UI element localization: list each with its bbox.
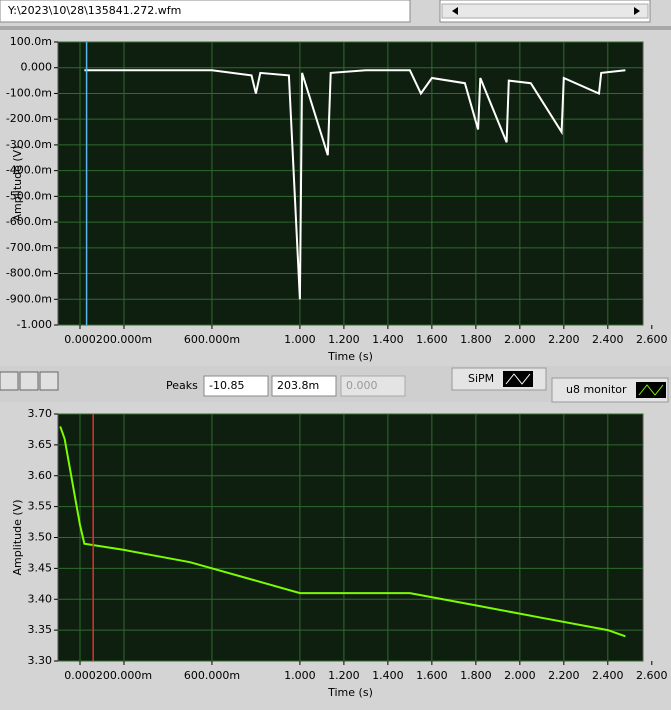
scrollbar[interactable] [441,3,649,19]
x-tick-label: 2.200 [548,669,580,682]
plot-icon-line [638,384,664,396]
y-axis-title: Amplitude (V) [11,500,24,576]
pan-tool[interactable] [39,371,59,391]
peak-field[interactable] [271,375,337,397]
x-tick-label: 2.600 [636,333,668,346]
y-tick-label: 3.60 [28,469,53,482]
x-tick-label: 1.400 [372,333,404,346]
y-tick-label: 3.40 [28,592,53,605]
x-axis-title: Time (s) [327,686,373,699]
file-path: Y:\2023\10\28\135841.272.wfm [7,4,181,17]
x-tick-label: 1.600 [416,669,448,682]
peaks-label: Peaks [166,379,198,392]
peak-field [340,375,406,397]
x-tick-label: 1.800 [460,669,492,682]
y-tick-label: -600.0m [6,215,52,228]
x-tick-label: 2.200 [548,333,580,346]
y-axis-title: Amplitude (V) [11,146,24,222]
y-tick-label: 3.45 [28,561,53,574]
y-tick-label: 3.65 [28,438,53,451]
plot-area [57,41,644,326]
y-tick-label: -300.0m [6,138,52,151]
y-tick-label: -400.0m [6,164,52,177]
x-tick-label: 600.000m [184,669,240,682]
plot-name: SiPM [468,372,494,385]
y-tick-label: -800.0m [6,267,52,280]
peak-value: -10.85 [209,379,244,392]
data-line [59,426,626,638]
scroll-left[interactable] [452,7,458,15]
y-tick-label: 0.000 [21,61,53,74]
x-tick-label: 200.000m [96,333,152,346]
peak-field[interactable] [203,375,269,397]
y-tick-label: -700.0m [6,241,52,254]
x-tick-label: 2.400 [592,669,624,682]
x-tick-label: 2.000 [504,333,536,346]
x-tick-label: 2.000 [504,669,536,682]
x-tick-label: 2.600 [636,669,668,682]
x-tick-label: 0.000 [64,669,96,682]
y-tick-label: 3.35 [28,623,53,636]
x-tick-label: 200.000m [96,669,152,682]
y-tick-label: -1.000 [17,318,52,331]
x-tick-label: 1.200 [328,333,360,346]
data-line [84,69,626,300]
plot-name: u8 monitor [566,383,627,396]
x-tick-label: 1.000 [284,333,316,346]
y-tick-label: 3.50 [28,531,53,544]
y-tick-label: -500.0m [6,189,52,202]
x-tick-label: 1.600 [416,333,448,346]
x-tick-label: 1.000 [284,669,316,682]
cursor-tool[interactable] [0,371,19,391]
peak-value: 203.8m [277,379,319,392]
x-axis-title: Time (s) [327,350,373,363]
path-field[interactable] [0,0,411,23]
x-tick-label: 0.000 [64,333,96,346]
y-tick-label: -900.0m [6,292,52,305]
separator [0,26,671,30]
x-tick-label: 1.200 [328,669,360,682]
plot-icon-line [505,373,531,385]
y-tick-label: 100.0m [10,35,52,48]
x-tick-label: 2.400 [592,333,624,346]
y-tick-label: 3.55 [28,500,53,513]
x-tick-label: 600.000m [184,333,240,346]
peak-value: 0.000 [346,379,378,392]
x-tick-label: 1.800 [460,333,492,346]
y-tick-label: -100.0m [6,86,52,99]
y-tick-label: 3.70 [28,407,53,420]
y-tick-label: -200.0m [6,112,52,125]
scroll-right[interactable] [634,7,640,15]
x-tick-label: 1.400 [372,669,404,682]
zoom-tool[interactable] [19,371,39,391]
y-tick-label: 3.30 [28,654,53,667]
